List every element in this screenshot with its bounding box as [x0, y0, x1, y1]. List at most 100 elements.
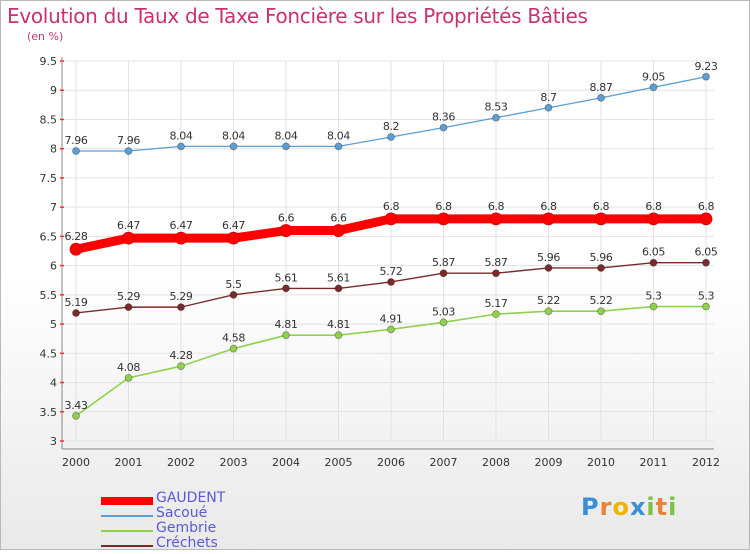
data-point: [597, 307, 605, 316]
data-label: 7.96: [65, 134, 88, 147]
x-tick-label: 2012: [692, 456, 720, 469]
data-label: 7.96: [117, 134, 140, 147]
data-label: 6.8: [435, 200, 452, 213]
legend-swatch: [101, 530, 153, 532]
legend-swatch: [101, 515, 153, 517]
data-point: [72, 147, 80, 155]
legend-label: Gembrie: [156, 520, 217, 536]
data-label: 8.04: [222, 129, 245, 142]
logo-letter: r: [599, 493, 613, 521]
data-point: [647, 212, 660, 226]
data-point: [542, 212, 555, 226]
data-point: [124, 303, 133, 312]
logo-letter: i: [646, 493, 656, 521]
data-label: 9.23: [695, 60, 718, 73]
data-point: [177, 362, 185, 371]
data-label: 8.2: [383, 120, 399, 133]
data-label: 6.8: [540, 200, 557, 213]
x-tick-label: 2003: [220, 456, 248, 469]
data-label: 5.96: [590, 251, 613, 264]
x-tick-label: 2004: [272, 456, 300, 469]
data-label: 5.22: [590, 294, 613, 307]
data-point: [387, 325, 395, 334]
data-point: [492, 113, 500, 122]
data-label: 5.17: [485, 297, 508, 310]
x-tick-label: 2008: [482, 456, 510, 469]
data-point: [702, 302, 710, 311]
data-label: 4.58: [222, 332, 245, 345]
x-tick-label: 2006: [377, 456, 405, 469]
y-tick-label: 4: [50, 377, 57, 390]
x-tick-label: 2001: [115, 456, 143, 469]
data-point: [699, 212, 713, 226]
x-tick-label: 2011: [640, 456, 668, 469]
logo-letter: x: [629, 493, 647, 521]
data-point: [72, 411, 80, 420]
data-label: 6.8: [645, 200, 662, 213]
data-label: 8.7: [540, 91, 557, 104]
y-tick-label: 3.5: [40, 406, 58, 419]
data-point: [282, 142, 290, 151]
data-label: 5.61: [327, 271, 350, 284]
data-point: [387, 278, 395, 286]
data-point: [492, 269, 500, 278]
data-label: 8.04: [327, 129, 350, 142]
data-point: [332, 224, 345, 237]
data-label: 5.87: [485, 256, 508, 269]
data-point: [124, 147, 133, 155]
data-point: [439, 318, 448, 327]
x-tick-label: 2007: [430, 456, 458, 469]
y-tick-label: 6.5: [40, 230, 58, 243]
data-label: 9.05: [642, 70, 665, 83]
data-label: 8.36: [432, 111, 455, 124]
chart-unit: (en %): [27, 30, 64, 43]
y-tick-label: 5.5: [40, 289, 58, 302]
data-point: [384, 212, 398, 226]
y-tick-label: 6: [50, 260, 57, 273]
legend-label: GAUDENT: [156, 490, 226, 506]
data-label: 6.8: [698, 200, 715, 213]
data-label: 5.87: [432, 256, 455, 269]
y-tick-label: 9.5: [40, 55, 58, 68]
legend-swatch: [101, 497, 153, 505]
y-tick-label: 8.5: [40, 113, 58, 126]
data-point: [489, 212, 503, 226]
y-tick-label: 3: [50, 435, 57, 448]
data-label: 5.61: [275, 271, 298, 284]
y-tick-label: 7.5: [40, 172, 58, 185]
data-point: [229, 344, 238, 353]
data-point: [124, 373, 133, 382]
data-point: [544, 103, 553, 112]
x-tick-label: 2010: [587, 456, 615, 469]
data-point: [649, 258, 658, 267]
data-point: [387, 133, 395, 141]
data-point: [229, 290, 238, 299]
data-point: [334, 284, 343, 293]
data-point: [702, 258, 710, 267]
data-label: 3.43: [65, 399, 88, 412]
chart-title: Evolution du Taux de Taxe Foncière sur l…: [7, 4, 588, 28]
data-point: [597, 93, 605, 102]
data-label: 5.29: [170, 290, 193, 303]
data-point: [282, 331, 290, 340]
data-point: [544, 307, 553, 316]
proxiti-logo: Proxiti: [581, 493, 677, 521]
data-label: 6.28: [65, 230, 88, 243]
y-tick-label: 9: [50, 84, 57, 97]
legend-label: Créchets: [156, 535, 218, 551]
data-label: 4.81: [327, 318, 350, 331]
data-point: [597, 264, 605, 272]
data-point: [177, 303, 185, 312]
x-tick-label: 2002: [167, 456, 195, 469]
data-point: [334, 142, 343, 151]
data-label: 6.47: [117, 219, 140, 232]
data-label: 5.5: [225, 278, 242, 291]
data-label: 5.03: [432, 305, 455, 318]
data-label: 8.04: [275, 129, 298, 142]
data-point: [122, 231, 135, 245]
data-label: 8.53: [485, 101, 508, 114]
legend-label: Sacoué: [156, 505, 208, 521]
data-label: 6.6: [330, 212, 347, 225]
